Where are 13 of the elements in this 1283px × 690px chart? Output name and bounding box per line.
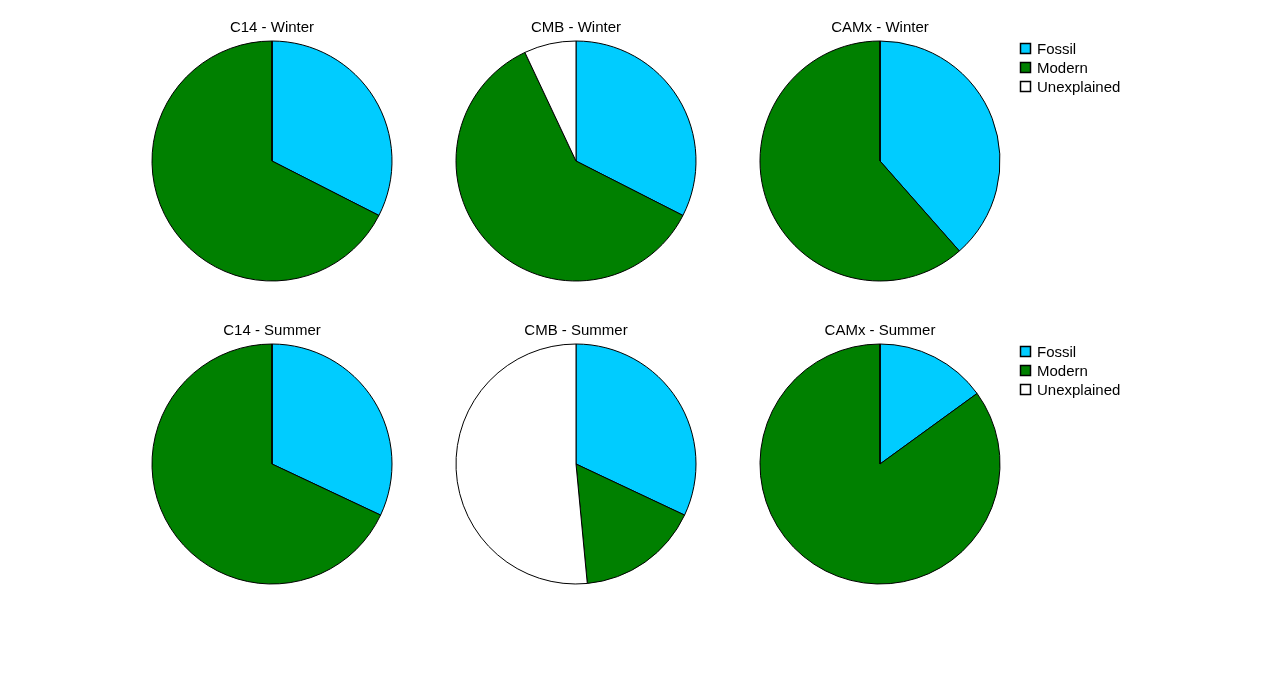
chart-title: CAMx - Summer [824, 321, 936, 338]
legend-label: Fossil [1037, 342, 1077, 360]
legend-label: Unexplained [1037, 380, 1121, 398]
legend-label: Modern [1037, 361, 1088, 379]
legend-label: Unexplained [1037, 77, 1121, 95]
chart-title: C14 - Summer [223, 321, 321, 338]
chart-title: CMB - Summer [524, 321, 628, 338]
pie-slice [759, 343, 1001, 585]
chart-title: C14 - Winter [229, 18, 315, 35]
legend-label: Fossil [1037, 39, 1077, 57]
chart-title: CMB - Winter [531, 18, 621, 35]
chart-title: CAMx - Winter [831, 18, 929, 35]
legend-label: Modern [1037, 58, 1088, 76]
